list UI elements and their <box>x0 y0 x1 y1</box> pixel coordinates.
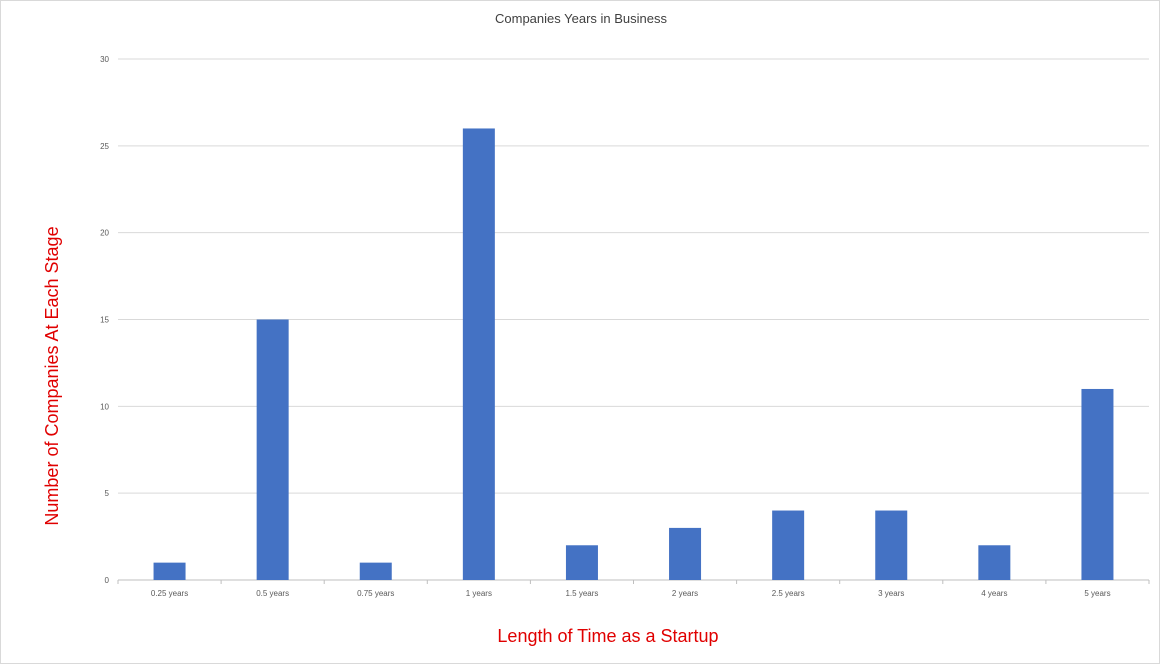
bar-2-5-years <box>772 510 805 580</box>
x-tick-label: 2 years <box>672 589 698 598</box>
x-tick-label: 0.75 years <box>357 589 394 598</box>
bar-4-years <box>978 545 1011 580</box>
y-tick-label: 30 <box>100 55 109 64</box>
x-tick-label: 2.5 years <box>772 589 805 598</box>
y-tick-label: 0 <box>105 576 110 585</box>
bar-1-5-years <box>565 545 598 580</box>
bar-0-75-years <box>359 562 392 580</box>
x-axis-title: Length of Time as a Startup <box>497 626 718 646</box>
y-tick-label: 5 <box>105 489 110 498</box>
y-axis-title: Number of Companies At Each Stage <box>42 226 62 525</box>
y-tick-label: 15 <box>100 316 109 325</box>
bar-2-years <box>669 527 702 580</box>
bars <box>153 128 1114 580</box>
x-tick-label: 1 years <box>466 589 492 598</box>
x-tick-label: 3 years <box>878 589 904 598</box>
x-tick-labels: 0.25 years 0.5 years 0.75 years 1 years 1.5 … <box>151 589 1111 598</box>
y-tick-label: 25 <box>100 142 109 151</box>
y-tick-label: 10 <box>100 402 109 411</box>
x-tick-label: 4 years <box>981 589 1007 598</box>
x-tick-label: 0.25 years <box>151 589 188 598</box>
bar-1-years <box>462 128 495 580</box>
chart-title: Companies Years in Business <box>495 11 667 26</box>
bar-5-years <box>1081 388 1114 580</box>
y-tick-label: 20 <box>100 229 109 238</box>
y-tick-labels: 0 5 10 15 20 25 30 <box>100 55 109 585</box>
gridlines <box>117 58 1150 584</box>
x-tick-label: 0.5 years <box>256 589 289 598</box>
bar-3-years <box>875 510 908 580</box>
x-tick-label: 5 years <box>1084 589 1110 598</box>
bar-0-5-years <box>256 319 289 580</box>
x-tick-label: 1.5 years <box>565 589 598 598</box>
bar-0-25-years <box>153 562 186 580</box>
